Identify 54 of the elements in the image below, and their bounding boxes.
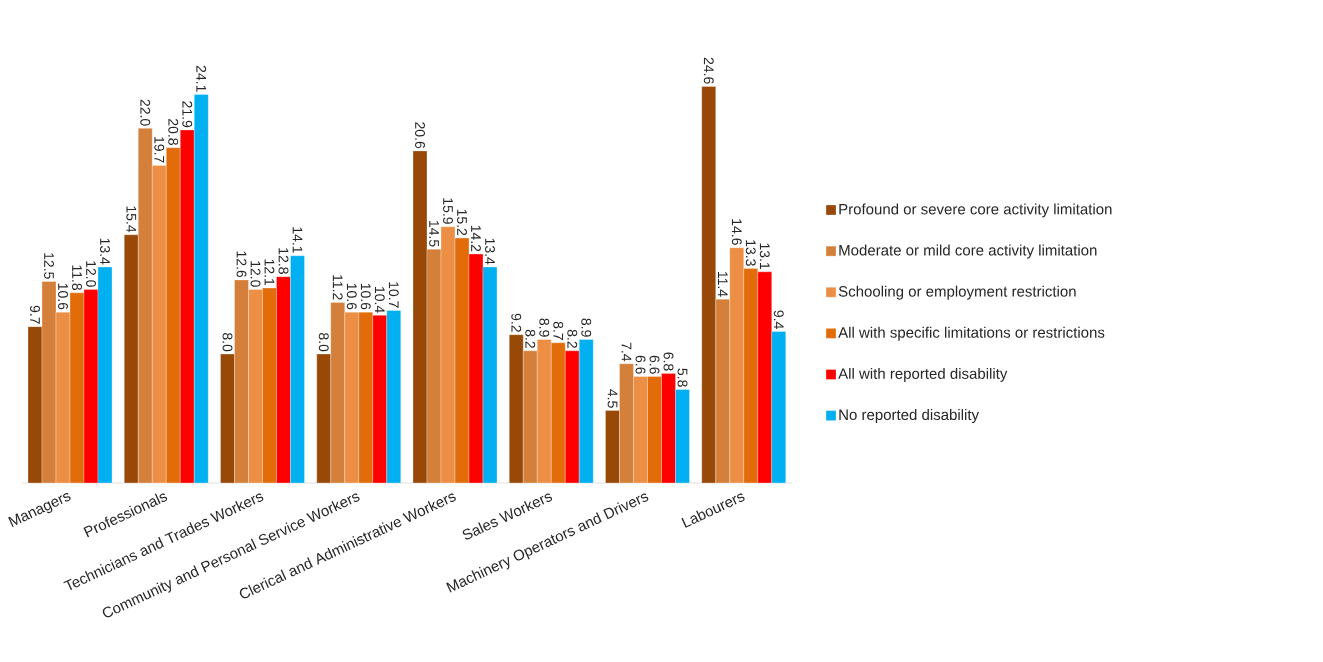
data-label: 9.7 [30,305,40,324]
data-label: 4.5 [607,389,618,408]
data-label: 14.1 [292,227,303,253]
data-label: 8.7 [553,321,564,340]
data-label: 11.2 [332,275,343,300]
data-label: 13.4 [100,238,110,265]
data-label: 9.4 [773,310,784,329]
data-label: 8.2 [567,329,578,348]
data-label: 10.6 [360,283,371,310]
data-label: 11.8 [72,265,82,291]
legend-label: All with specific limitations or restrictions [838,326,1105,341]
data-label: 12.6 [236,251,247,278]
legend-label: Profound or severe core activity limitation [839,203,1112,218]
data-label: 7.4 [621,342,632,362]
data-label: 6.6 [635,355,646,374]
data-label: 24.1 [196,65,207,92]
data-label: 6.8 [663,352,674,371]
data-label: 13.4 [485,238,495,265]
data-label: 12.0 [86,261,96,287]
data-label: 9.2 [511,313,522,332]
data-label: 6.6 [649,355,660,374]
data-label: 15.2 [457,209,467,236]
data-label: 13.1 [759,243,770,269]
data-label: 12.5 [44,253,54,279]
data-label: 14.2 [471,225,481,252]
data-label: 19.7 [154,137,165,163]
data-label: 8.9 [581,318,592,337]
data-label: 21.9 [182,101,193,128]
data-label: 11.4 [717,271,728,297]
data-label: 10.6 [346,283,357,310]
data-label: 15.4 [126,206,137,233]
data-label: 10.6 [58,283,68,310]
legend-label: Schooling or employment restriction [838,285,1076,300]
data-label: 24.6 [703,57,714,84]
legend-label: All with reported disability [838,367,1008,382]
legend-label: No reported disability [839,409,979,424]
data-label: 20.8 [168,119,179,145]
data-label: 8.9 [539,318,550,337]
data-label: 12.8 [278,248,289,274]
data-label: 8.2 [525,329,536,348]
data-label: 8.0 [318,333,329,352]
data-label: 20.6 [415,122,425,149]
data-label: 15.9 [443,198,453,224]
data-label: 22.0 [140,99,151,126]
data-label: 12.0 [250,261,261,287]
data-label: 10.7 [388,282,399,308]
data-label: 8.0 [222,333,233,352]
data-label: 14.6 [731,219,742,245]
legend-label: Moderate or mild core activity limitation [839,244,1097,259]
data-label: 5.8 [677,368,688,387]
data-label: 14.5 [429,220,439,247]
data-label: 10.4 [374,287,385,313]
data-label: 13.3 [745,240,756,266]
data-label: 12.1 [264,259,275,286]
